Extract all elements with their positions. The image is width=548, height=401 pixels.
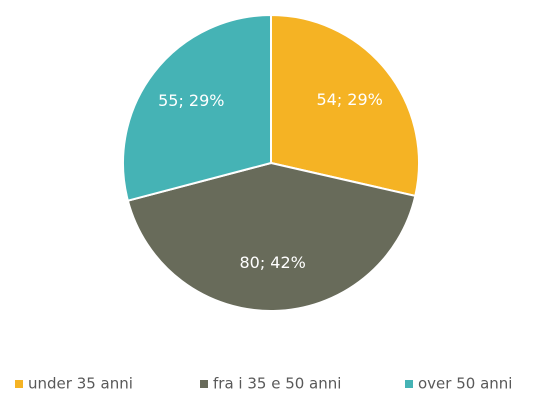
legend-swatch [405,380,413,388]
pie-slice [126,161,417,312]
pie-slice [122,13,272,202]
legend-label: under 35 anni [28,375,133,393]
data-label: 54; 29% [316,90,382,109]
pie-slice [270,13,420,198]
data-label: 80; 42% [239,253,305,272]
legend-label: over 50 anni [418,375,512,393]
legend-swatch [15,380,23,388]
legend-swatch [200,380,208,388]
legend-label: fra i 35 e 50 anni [213,375,341,393]
data-label: 55; 29% [158,91,224,110]
